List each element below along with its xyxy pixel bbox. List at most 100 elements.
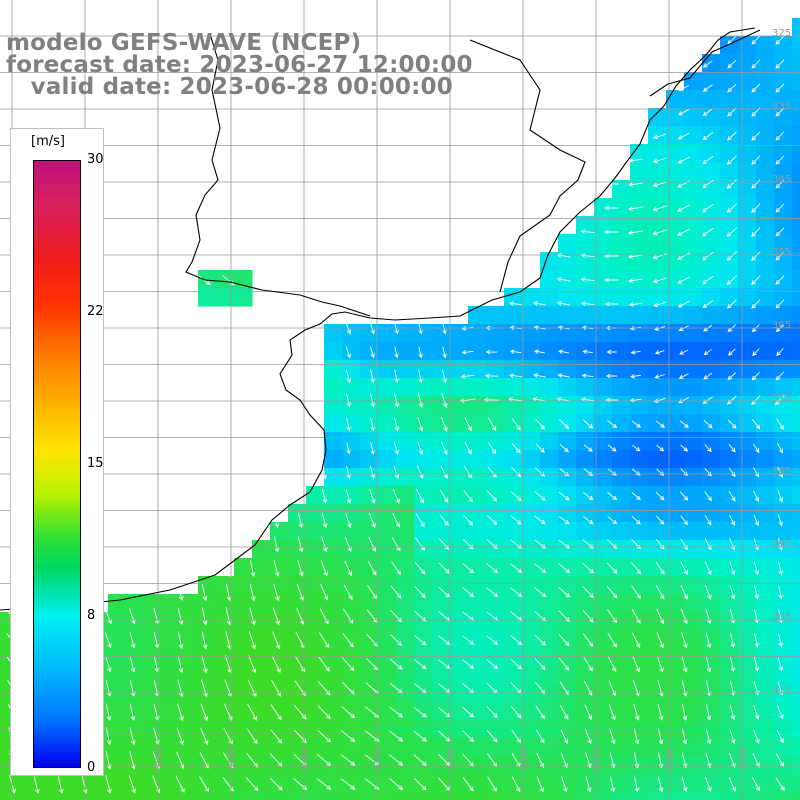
wind-speed-cell [504, 576, 523, 595]
wind-arrow [341, 730, 356, 742]
wind-arrow [105, 703, 112, 722]
wind-speed-cell [432, 630, 451, 649]
wind-speed-cell [576, 576, 595, 595]
wind-speed-cell [126, 648, 145, 667]
wind-speed-cell [720, 306, 739, 325]
wind-arrow [511, 417, 521, 431]
wind-speed-cell [378, 792, 397, 800]
wind-speed-cell [756, 594, 775, 613]
wind-speed-cell [324, 396, 343, 415]
wind-speed-cell [396, 594, 415, 613]
wind-speed-cell [486, 450, 505, 469]
wind-arrow [486, 587, 499, 597]
wind-speed-cell [720, 774, 739, 793]
wind-arrow [631, 632, 641, 649]
wind-speed-cell [432, 756, 451, 775]
wind-speed-cell [450, 504, 469, 523]
wind-arrow [583, 444, 593, 452]
wind-speed-cell [522, 648, 541, 667]
wind-arrow [726, 179, 737, 189]
wind-speed-cell [306, 486, 325, 505]
wind-speed-cell [450, 630, 469, 649]
wind-speed-cell [792, 90, 800, 109]
wind-speed-cell [360, 774, 379, 793]
wind-speed-cell [468, 504, 487, 523]
wind-arrow [318, 656, 330, 672]
wind-speed-cell [630, 522, 649, 541]
wind-speed-cell [450, 378, 469, 397]
wind-arrow [777, 657, 784, 672]
wind-speed-cell [612, 378, 631, 397]
wind-arrow [655, 585, 665, 600]
wind-arrow [438, 586, 451, 598]
wind-speed-cell [792, 72, 800, 91]
wind-speed-cell [792, 738, 800, 757]
wind-arrow [657, 703, 664, 721]
wind-speed-cell [378, 648, 397, 667]
wind-speed-cell [126, 666, 145, 685]
wind-arrow [441, 392, 448, 408]
wind-arrow [534, 491, 546, 501]
wind-speed-cell [702, 630, 721, 649]
wind-speed-cell [450, 540, 469, 559]
wind-speed-cell [540, 774, 559, 793]
wind-speed-cell [360, 756, 379, 775]
wind-speed-cell [162, 792, 181, 800]
wind-arrow [414, 561, 426, 575]
wind-speed-cell [306, 792, 325, 800]
wind-speed-cell [342, 522, 361, 541]
wind-arrow [729, 632, 736, 649]
wind-speed-cell [720, 54, 739, 73]
wind-speed-cell [450, 594, 469, 613]
wind-speed-cell [540, 738, 559, 757]
wind-speed-cell [486, 432, 505, 451]
wind-arrow [389, 778, 404, 791]
wind-arrow [559, 467, 570, 477]
wind-speed-cell [774, 144, 793, 163]
wind-speed-cell [216, 756, 235, 775]
wind-speed-cell [54, 792, 73, 800]
wind-arrow [607, 656, 617, 673]
wind-arrow [417, 392, 424, 409]
wind-arrow [389, 730, 404, 742]
wind-arrow [269, 753, 283, 768]
wind-speed-cell [666, 522, 685, 541]
wind-speed-cell [432, 324, 451, 343]
wind-speed-cell [702, 234, 721, 253]
wind-arrow [704, 561, 712, 576]
coastline [0, 27, 761, 611]
wind-speed-cell [612, 468, 631, 487]
wind-speed-cell [558, 630, 577, 649]
wind-arrow [370, 346, 375, 359]
wind-arrow [604, 229, 619, 235]
wind-speed-cell [612, 396, 631, 415]
wind-speed-cell [504, 792, 523, 800]
wind-speed-cell [504, 432, 523, 451]
wind-speed-cell [558, 576, 577, 595]
wind-arrow [751, 155, 761, 165]
wind-arrow [607, 515, 618, 525]
wind-speed-cell [468, 756, 487, 775]
wind-speed-cell [774, 108, 793, 127]
wind-speed-cell [0, 792, 19, 800]
wind-speed-cell [252, 612, 271, 631]
wind-speed-cell [648, 270, 667, 289]
wind-speed-cell [630, 414, 649, 433]
wind-arrow [389, 706, 404, 718]
wind-speed-cell [216, 648, 235, 667]
wind-arrow [753, 585, 760, 600]
wind-speed-cell [468, 306, 487, 325]
wind-speed-cell [468, 576, 487, 595]
wind-speed-cell [612, 342, 631, 361]
wind-arrow [462, 587, 475, 598]
wind-arrow [677, 204, 691, 212]
wind-arrow [534, 515, 546, 525]
wind-arrow [606, 562, 618, 574]
latitude-label: 325 [772, 28, 791, 39]
wind-speed-cell [324, 486, 343, 505]
wind-arrow [585, 776, 592, 793]
coastline-outer [0, 27, 756, 611]
wind-speed-cell [450, 558, 469, 577]
wind-speed-cell [378, 396, 397, 415]
wind-arrow [273, 536, 280, 553]
